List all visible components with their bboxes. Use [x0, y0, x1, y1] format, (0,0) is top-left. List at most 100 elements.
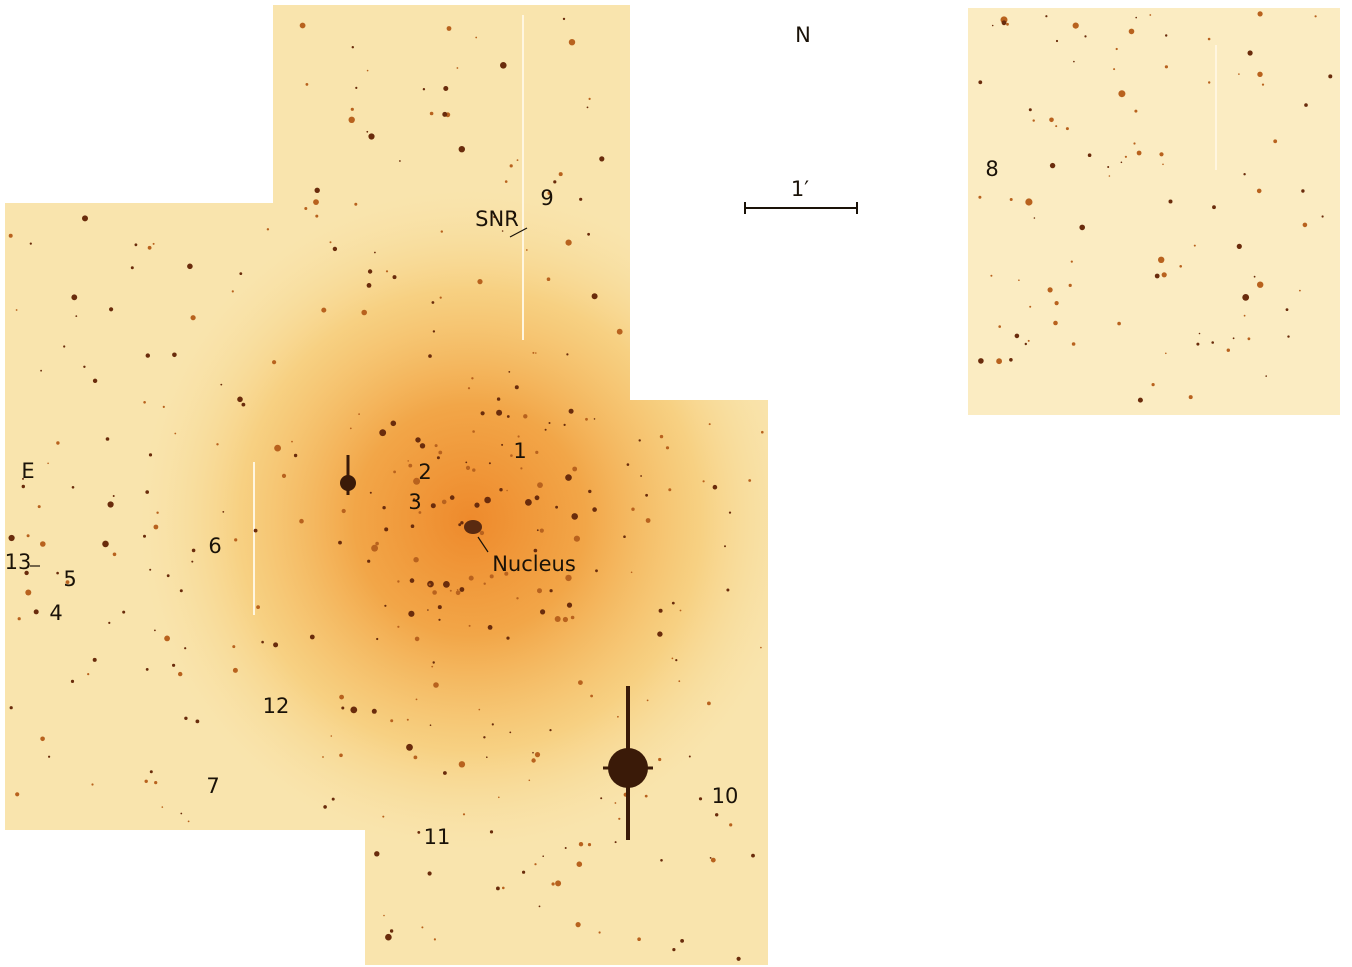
star — [391, 421, 397, 427]
star — [990, 275, 992, 277]
star — [1242, 294, 1249, 301]
star — [657, 631, 662, 636]
star — [672, 602, 675, 605]
star — [537, 529, 539, 531]
star — [167, 574, 170, 577]
star — [438, 451, 442, 455]
star — [273, 642, 278, 647]
star — [469, 576, 474, 581]
star — [1048, 287, 1053, 292]
star — [520, 467, 522, 469]
star — [385, 934, 392, 941]
star — [122, 611, 125, 614]
star — [180, 589, 183, 592]
star — [672, 658, 674, 660]
star — [1194, 245, 1196, 247]
mosaic — [0, 0, 1340, 967]
star — [510, 164, 513, 167]
star — [1254, 276, 1256, 278]
star — [372, 709, 377, 714]
star — [163, 406, 165, 408]
star — [509, 732, 511, 734]
star — [517, 159, 519, 161]
star — [282, 474, 286, 478]
star — [1029, 108, 1032, 111]
star — [56, 441, 59, 444]
star — [1244, 315, 1246, 317]
star — [1129, 29, 1135, 35]
star — [1069, 284, 1072, 287]
star — [1265, 375, 1267, 377]
galaxy-glow — [0, 0, 800, 967]
star — [577, 861, 583, 867]
star — [1208, 38, 1211, 41]
star — [1257, 282, 1263, 288]
star — [707, 702, 711, 706]
star — [431, 503, 436, 508]
star — [631, 572, 633, 574]
star — [579, 198, 582, 201]
star — [477, 279, 482, 284]
star — [1055, 125, 1057, 127]
star — [1158, 257, 1164, 263]
star — [1165, 34, 1167, 36]
star — [496, 887, 500, 891]
star — [304, 207, 307, 210]
star — [216, 443, 218, 445]
sky-image: N E 1′ SNR Nucleus 1 2 3 4 5 6 7 8 9 10 … — [0, 0, 1352, 967]
star — [1009, 358, 1013, 362]
star — [441, 230, 443, 232]
star — [184, 717, 187, 720]
star — [506, 637, 509, 640]
region-label: 1 — [513, 439, 526, 463]
star — [1304, 103, 1308, 107]
star — [480, 531, 484, 535]
star — [349, 117, 355, 123]
star — [492, 723, 494, 725]
region-label: 5 — [63, 567, 76, 591]
star — [645, 795, 648, 798]
star — [639, 439, 641, 441]
star — [192, 549, 196, 553]
star — [751, 854, 755, 858]
star — [1049, 118, 1054, 123]
star — [1002, 20, 1007, 25]
star — [595, 569, 598, 572]
star — [515, 385, 519, 389]
star — [300, 23, 306, 29]
star — [87, 673, 89, 675]
star — [726, 589, 729, 592]
star — [375, 542, 379, 546]
star — [272, 360, 276, 364]
star — [333, 247, 337, 251]
star — [25, 590, 31, 596]
star — [1116, 48, 1118, 50]
region-label: 12 — [263, 694, 290, 718]
star — [48, 756, 50, 758]
star — [540, 609, 545, 614]
star — [1050, 163, 1055, 168]
star — [539, 906, 541, 908]
star — [1125, 156, 1127, 158]
star — [145, 490, 149, 494]
star — [490, 830, 493, 833]
star — [423, 88, 425, 90]
star — [323, 805, 327, 809]
star — [532, 752, 534, 754]
star — [563, 617, 568, 622]
star — [1015, 334, 1020, 339]
star — [341, 707, 344, 710]
star — [367, 70, 369, 72]
star — [516, 597, 518, 599]
star — [435, 444, 438, 447]
star — [184, 647, 186, 649]
star — [1118, 90, 1125, 97]
star — [623, 535, 626, 538]
star — [1053, 321, 1058, 326]
star — [1273, 139, 1277, 143]
star — [617, 716, 619, 718]
star — [72, 486, 75, 489]
star — [407, 460, 409, 462]
star — [1107, 166, 1109, 168]
star — [457, 67, 459, 69]
